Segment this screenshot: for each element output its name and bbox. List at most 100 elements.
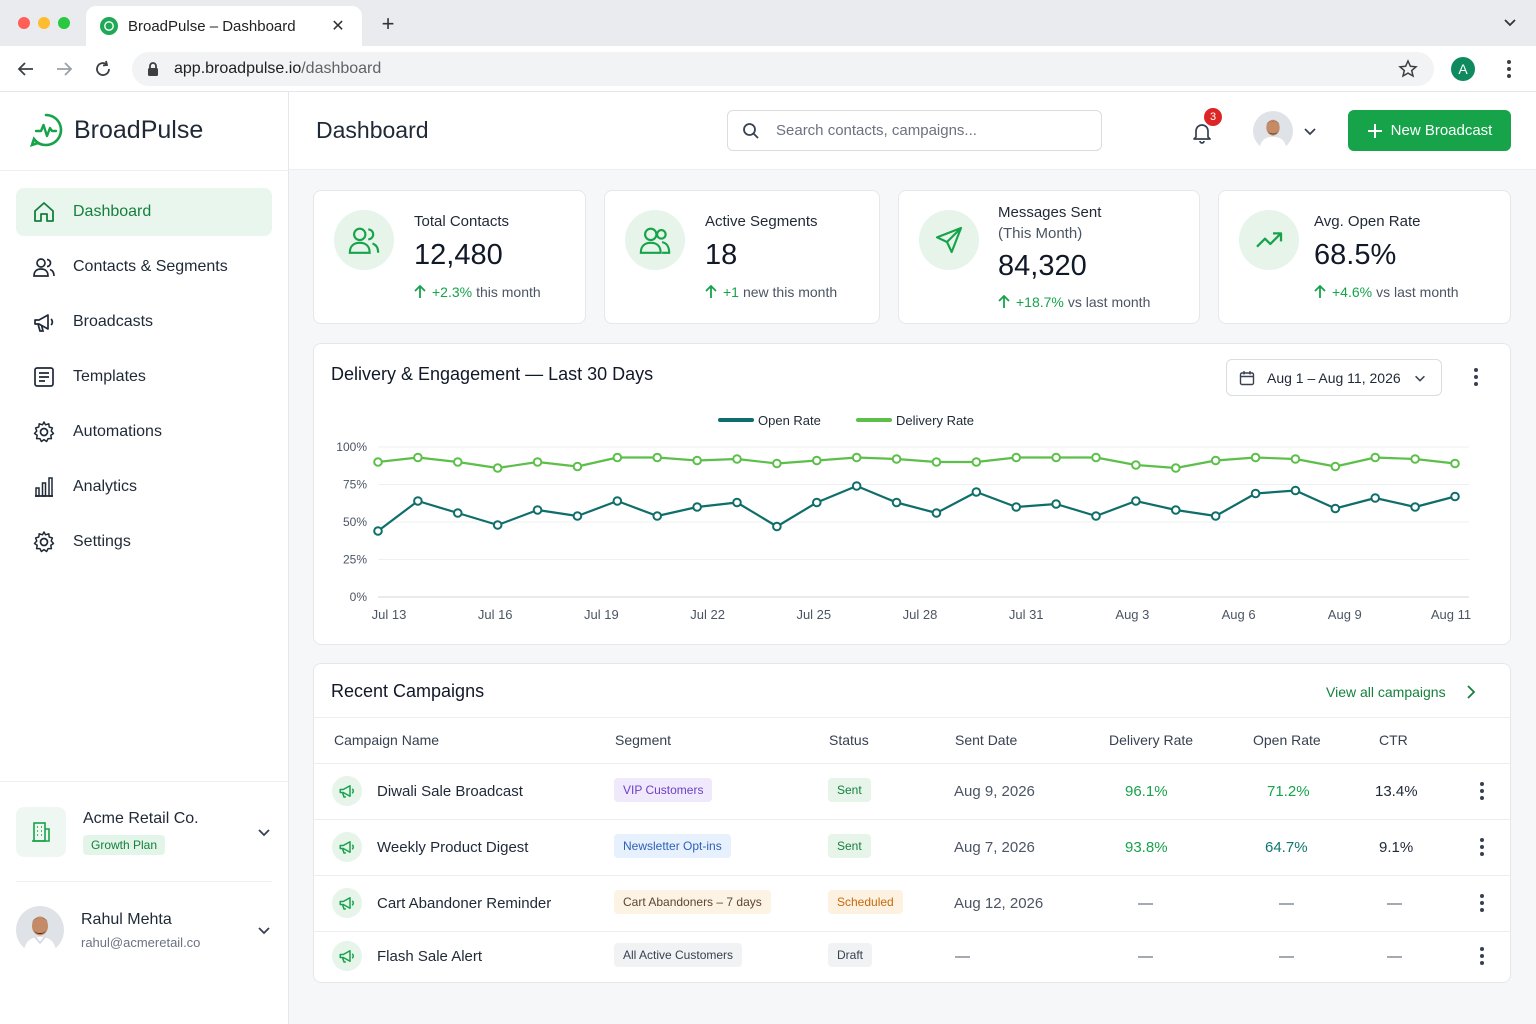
- divider: [16, 881, 272, 882]
- view-all-campaigns-link[interactable]: View all campaigns: [1326, 684, 1476, 700]
- chevron-right-icon: [1466, 685, 1475, 699]
- kpi-card-open-rate: Avg. Open Rate 68.5% +4.6% vs last month: [1218, 190, 1511, 324]
- kpi-value: 12,480: [414, 239, 503, 271]
- table-row[interactable]: Diwali Sale Broadcast VIP Customers Sent…: [314, 764, 1510, 819]
- url-field[interactable]: app.broadpulse.io/dashboard: [132, 52, 1434, 86]
- browser-tab[interactable]: BroadPulse – Dashboard ✕: [86, 6, 362, 46]
- data-point: [1170, 505, 1181, 515]
- table-row[interactable]: Cart Abandoner Reminder Cart Abandoners …: [314, 876, 1510, 931]
- kpi-value: 18: [705, 239, 738, 271]
- sidebar-item-analytics[interactable]: Analytics: [16, 463, 272, 511]
- home-icon: [34, 202, 54, 222]
- pulse-logo-icon: [29, 113, 63, 148]
- search-input[interactable]: [776, 122, 1076, 139]
- new-broadcast-label: New Broadcast: [1390, 122, 1493, 139]
- minimize-window-button[interactable]: [38, 17, 50, 29]
- new-broadcast-button[interactable]: New Broadcast: [1348, 110, 1511, 151]
- close-window-button[interactable]: [18, 17, 30, 29]
- data-point: [931, 457, 942, 467]
- data-point: [1250, 488, 1261, 499]
- bar-chart-icon: [35, 477, 53, 497]
- tab-list-chevron-icon[interactable]: [1502, 14, 1518, 30]
- date-range-picker[interactable]: Aug 1 – Aug 11, 2026: [1226, 359, 1442, 396]
- org-switcher[interactable]: Acme Retail Co. Growth Plan: [16, 804, 272, 860]
- segment-badge: Cart Abandoners – 7 days: [614, 890, 771, 914]
- row-more-icon[interactable]: [1473, 892, 1491, 914]
- row-more-icon[interactable]: [1473, 945, 1491, 967]
- plus-icon: [1367, 123, 1382, 138]
- sidebar-item-contacts[interactable]: Contacts & Segments: [16, 243, 272, 291]
- sidebar-item-settings[interactable]: Settings: [16, 518, 272, 566]
- data-point: [1091, 511, 1101, 521]
- x-tick-label: Jul 22: [690, 607, 725, 622]
- sidebar-item-label: Broadcasts: [73, 313, 154, 330]
- kpi-sublabel: (This Month): [998, 225, 1083, 242]
- bell-icon[interactable]: [1190, 120, 1214, 144]
- reload-icon[interactable]: [93, 59, 113, 79]
- chart-more-icon[interactable]: [1467, 366, 1485, 388]
- column-header: Open Rate: [1253, 732, 1321, 748]
- data-point: [1450, 491, 1460, 502]
- sidebar-item-broadcasts[interactable]: Broadcasts: [16, 298, 272, 346]
- chevron-down-icon[interactable]: [256, 824, 272, 840]
- chevron-down-icon: [1415, 375, 1425, 382]
- sidebar-item-dashboard[interactable]: Dashboard: [16, 188, 272, 236]
- divider: [314, 931, 1510, 932]
- data-point: [772, 521, 782, 532]
- sidebar-item-templates[interactable]: Templates: [16, 353, 272, 401]
- campaign-name: Diwali Sale Broadcast: [377, 783, 523, 800]
- tab-close-icon[interactable]: ✕: [331, 18, 345, 35]
- sidebar-item-automations[interactable]: Automations: [16, 408, 272, 456]
- search-box[interactable]: [727, 110, 1102, 151]
- user-name: Rahul Mehta: [81, 910, 172, 928]
- data-point: [612, 452, 623, 463]
- sent-date: Aug 12, 2026: [954, 895, 1044, 912]
- chevron-down-icon[interactable]: [256, 922, 272, 938]
- data-point: [811, 497, 822, 508]
- sidebar: BroadPulse Dashboard Contacts & Segments…: [0, 92, 289, 1024]
- kpi-delta-text: vs last month: [1067, 294, 1151, 310]
- divider: [314, 717, 1510, 718]
- engagement-chart-card: Delivery & Engagement — Last 30 Days Aug…: [313, 343, 1511, 645]
- data-point: [732, 454, 742, 464]
- ctr: —: [1387, 895, 1402, 912]
- data-point: [373, 457, 383, 467]
- legend-label: Open Rate: [758, 413, 821, 428]
- avatar[interactable]: [1253, 111, 1293, 151]
- y-tick-label: 25%: [343, 553, 367, 567]
- row-more-icon[interactable]: [1473, 780, 1491, 802]
- browser-profile-avatar[interactable]: A: [1451, 57, 1475, 81]
- brand-logo[interactable]: BroadPulse: [28, 112, 203, 148]
- calendar-icon: [1239, 370, 1255, 385]
- back-arrow-icon[interactable]: [16, 59, 36, 79]
- data-point: [413, 452, 423, 463]
- org-name: Acme Retail Co.: [83, 809, 199, 827]
- x-tick-label: Jul 28: [903, 607, 938, 622]
- kpi-label: Total Contacts: [414, 213, 510, 230]
- status-badge: Draft: [828, 943, 873, 967]
- series-line: [377, 484, 1456, 532]
- column-header: Delivery Rate: [1109, 732, 1194, 748]
- forward-arrow-icon[interactable]: [54, 59, 74, 79]
- user-menu[interactable]: Rahul Mehta rahul@acmeretail.co: [16, 902, 272, 958]
- data-point: [1370, 493, 1381, 503]
- new-tab-icon[interactable]: +: [381, 11, 395, 36]
- plan-badge: Growth Plan: [83, 834, 166, 855]
- x-tick-label: Aug 3: [1115, 607, 1149, 622]
- maximize-window-button[interactable]: [58, 17, 70, 29]
- table-row[interactable]: Weekly Product Digest Newsletter Opt-ins…: [314, 820, 1510, 875]
- divider: [314, 875, 1510, 876]
- kpi-delta: +4.6% vs last month: [1314, 284, 1459, 300]
- table-row[interactable]: Flash Sale Alert All Active Customers Dr…: [314, 932, 1510, 982]
- bookmark-star-icon[interactable]: [1398, 59, 1418, 79]
- view-all-label: View all campaigns: [1326, 684, 1446, 700]
- data-point: [1011, 502, 1022, 512]
- chevron-down-icon[interactable]: [1302, 123, 1318, 139]
- data-point: [732, 497, 742, 508]
- browser-menu-icon[interactable]: [1500, 58, 1518, 80]
- y-tick-label: 75%: [343, 478, 367, 492]
- kpi-card-active-segments: Active Segments 18 +1 new this month: [604, 190, 880, 324]
- row-more-icon[interactable]: [1473, 836, 1491, 858]
- gear-icon: [33, 421, 55, 443]
- x-tick-label: Jul 31: [1009, 607, 1044, 622]
